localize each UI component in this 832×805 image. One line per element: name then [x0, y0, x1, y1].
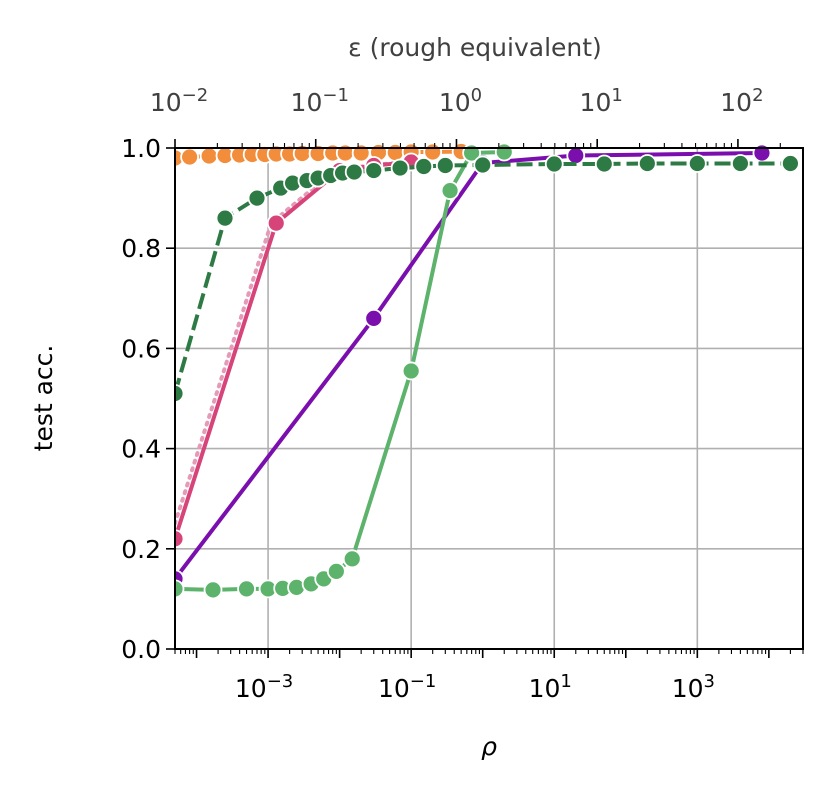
- y-tick-label: 0.6: [121, 334, 161, 363]
- y-tick-label: 0.8: [121, 234, 161, 263]
- data-point: [385, 143, 405, 162]
- data-point: [180, 147, 200, 167]
- bottom-axis: 10−3 10−1 101 103: [174, 649, 804, 703]
- top-tick-label: 102: [720, 85, 763, 117]
- y-tick-label: 0.2: [121, 535, 161, 564]
- data-point: [175, 579, 185, 599]
- data-point: [175, 384, 185, 403]
- data-point: [401, 361, 421, 381]
- data-point: [237, 579, 256, 599]
- data-point: [781, 154, 800, 173]
- data-point: [730, 154, 750, 173]
- data-point: [594, 154, 614, 174]
- data-point: [414, 157, 434, 176]
- data-point: [342, 549, 362, 569]
- x-tick-label: 10−1: [378, 671, 436, 703]
- y-tick-label: 0.0: [121, 635, 161, 664]
- data-point: [544, 154, 564, 174]
- x-tick-label: 103: [672, 671, 715, 703]
- data-point: [390, 158, 410, 178]
- data-point: [199, 146, 219, 166]
- series-3: [175, 142, 514, 600]
- data-point: [364, 308, 384, 328]
- series-0: [175, 142, 471, 168]
- data-point: [637, 154, 657, 173]
- top-axis: 10−2 10−1 100 101 102: [150, 85, 781, 148]
- data-point: [266, 213, 286, 233]
- data-point: [175, 529, 185, 549]
- x-tick-label: 10−3: [235, 671, 293, 703]
- x-tick-label: 101: [529, 671, 572, 703]
- series-clip-group: [175, 142, 800, 600]
- series-layer: [175, 142, 800, 600]
- series-4: [175, 154, 800, 403]
- top-tick-label: 10−2: [150, 85, 208, 117]
- top-axis-label: ε (rough equivalent): [348, 33, 602, 62]
- y-tick-label: 0.4: [121, 435, 161, 464]
- y-tick-label: 1.0: [121, 134, 161, 163]
- data-point: [344, 162, 364, 182]
- top-tick-label: 101: [580, 85, 623, 117]
- data-point: [215, 208, 235, 228]
- left-axis: 0.0 0.2 0.4 0.6 0.8 1.0: [121, 134, 175, 664]
- top-tick-label: 10−1: [291, 85, 349, 117]
- data-point: [687, 154, 707, 173]
- data-point: [435, 156, 455, 175]
- data-point: [566, 146, 586, 165]
- data-point: [326, 561, 346, 581]
- data-point: [247, 188, 267, 208]
- data-point: [364, 161, 384, 180]
- data-point: [440, 181, 460, 200]
- data-point: [203, 580, 223, 600]
- x-axis-label: ρ: [481, 732, 497, 761]
- top-tick-label: 100: [439, 85, 482, 117]
- y-axis-label: test acc.: [29, 345, 58, 452]
- data-point: [473, 155, 493, 175]
- plot-frame: [174, 147, 804, 650]
